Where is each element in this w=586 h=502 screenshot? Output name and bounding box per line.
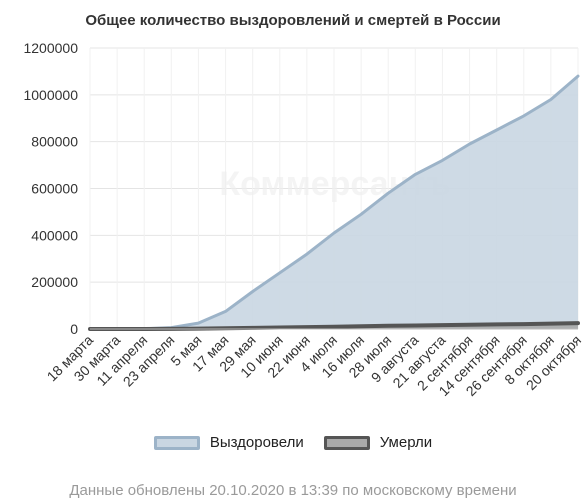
y-tick-label: 1000000 xyxy=(23,87,78,103)
y-tick-label: 1200000 xyxy=(23,40,78,56)
y-tick-label: 400000 xyxy=(31,227,78,243)
legend-label-recovered: Выздоровели xyxy=(209,434,304,451)
legend-label-deaths: Умерли xyxy=(379,434,433,451)
legend-item-deaths[interactable]: Умерли xyxy=(323,434,433,451)
legend-swatch-recovered xyxy=(153,435,200,450)
chart-title: Общее количество выздоровлений и смертей… xyxy=(85,12,501,29)
axes: 0200000400000600000800000100000012000001… xyxy=(23,40,584,399)
y-tick-label: 600000 xyxy=(31,181,78,197)
y-tick-label: 200000 xyxy=(31,274,78,290)
legend-swatch-deaths xyxy=(323,435,370,450)
legend: Выздоровели Умерли xyxy=(0,434,586,451)
legend-item-recovered[interactable]: Выздоровели xyxy=(153,434,304,451)
chart: Коммерсантъ 0200000400000600000800000100… xyxy=(23,40,584,399)
y-tick-label: 800000 xyxy=(31,134,78,150)
y-tick-label: 0 xyxy=(70,321,78,337)
area-recovered xyxy=(90,76,578,329)
update-note: Данные обновлены 20.10.2020 в 13:39 по м… xyxy=(69,482,517,499)
area-deaths xyxy=(90,323,578,329)
